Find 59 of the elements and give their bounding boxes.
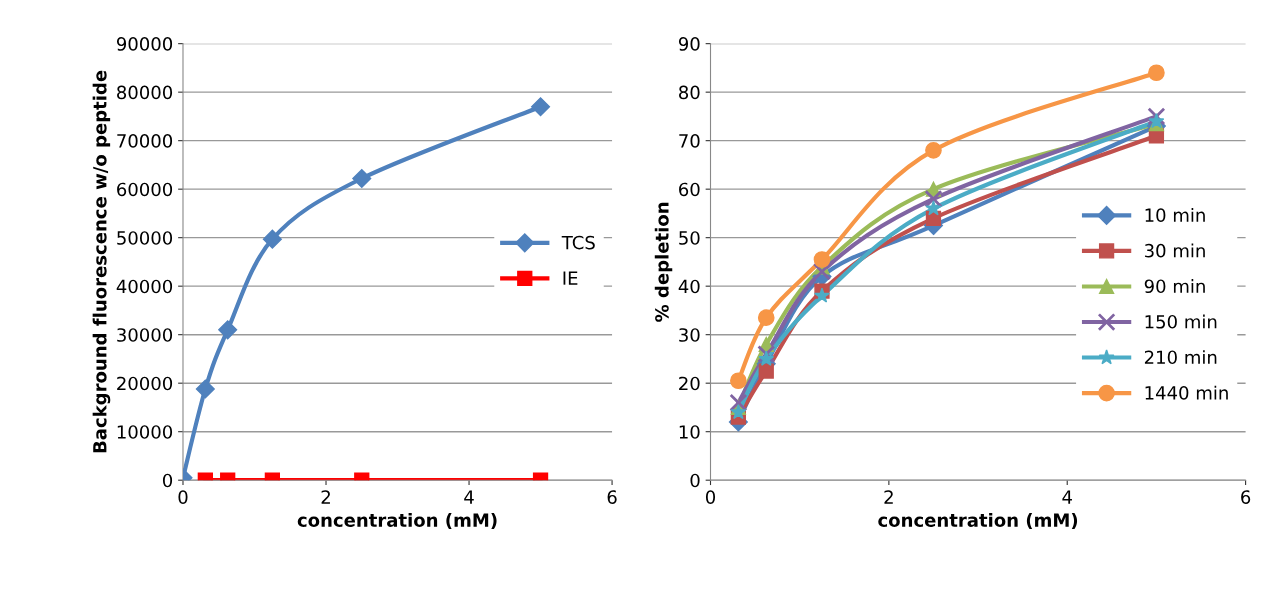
- legend-label: 90 min: [1144, 279, 1205, 294]
- point: [925, 142, 942, 159]
- legend-label: 10 min: [1145, 208, 1205, 222]
- y-tick-label: 20: [679, 376, 700, 391]
- y-tick-label: 80000: [117, 85, 173, 100]
- point: [813, 251, 831, 268]
- point: [262, 229, 282, 249]
- x-axis-title: concentration (mM): [297, 512, 497, 530]
- y-tick-label: 30000: [117, 328, 173, 342]
- y-tick-label: 90: [678, 37, 700, 51]
- y-tick-label: 70000: [117, 134, 173, 148]
- y-tick-label: 20000: [117, 376, 173, 391]
- x-tick-label: 2: [884, 490, 893, 504]
- legend-label: IE: [563, 271, 578, 285]
- y-axis-title: % depletion: [654, 202, 673, 322]
- x-tick-label: 4: [464, 490, 474, 504]
- point: [758, 350, 775, 366]
- y-tick-label: 60000: [117, 182, 173, 197]
- y-tick-label: 50000: [117, 231, 173, 245]
- y-tick-label: 40: [678, 279, 700, 294]
- point: [814, 287, 830, 303]
- point: [531, 97, 551, 117]
- x-tick-label: 4: [1062, 490, 1072, 504]
- point: [757, 345, 776, 364]
- point: [757, 309, 775, 327]
- x-tick-label: 0: [705, 490, 716, 504]
- point: [1148, 64, 1165, 82]
- legend-label: 1440 min: [1145, 385, 1228, 400]
- legend-label: TCS: [561, 235, 595, 250]
- point: [729, 393, 748, 412]
- legend-label: 150 min: [1145, 314, 1217, 329]
- y-tick-label: 90000: [116, 37, 173, 51]
- point: [1147, 107, 1166, 126]
- y-tick-label: 0: [690, 473, 700, 488]
- point: [218, 320, 238, 340]
- x-axis-title: concentration (mM): [878, 512, 1078, 530]
- y-tick-label: 40000: [116, 279, 173, 294]
- y-tick-label: 60: [679, 182, 700, 197]
- y-tick-label: 10: [679, 425, 700, 439]
- y-tick-label: 30: [679, 328, 700, 342]
- point: [758, 363, 774, 379]
- point: [925, 200, 942, 216]
- point: [812, 262, 832, 281]
- y-tick-label: 0: [162, 473, 173, 488]
- point: [352, 168, 372, 189]
- y-axis-title: Background fluorescence w/o peptide: [92, 70, 111, 453]
- legend-label: 30 min: [1144, 243, 1205, 258]
- y-tick-label: 70: [679, 134, 700, 148]
- y-tick-label: 80: [679, 85, 700, 100]
- legend-label: 210 min: [1144, 350, 1217, 365]
- y-tick-label: 10000: [117, 425, 173, 439]
- point: [730, 403, 747, 420]
- y-tick-label: 50: [679, 231, 700, 245]
- x-tick-label: 6: [1241, 490, 1251, 504]
- x-tick-label: 6: [607, 490, 617, 504]
- x-tick-label: 0: [178, 490, 188, 504]
- point: [924, 189, 943, 208]
- point: [730, 372, 747, 390]
- x-tick-label: 2: [321, 490, 330, 504]
